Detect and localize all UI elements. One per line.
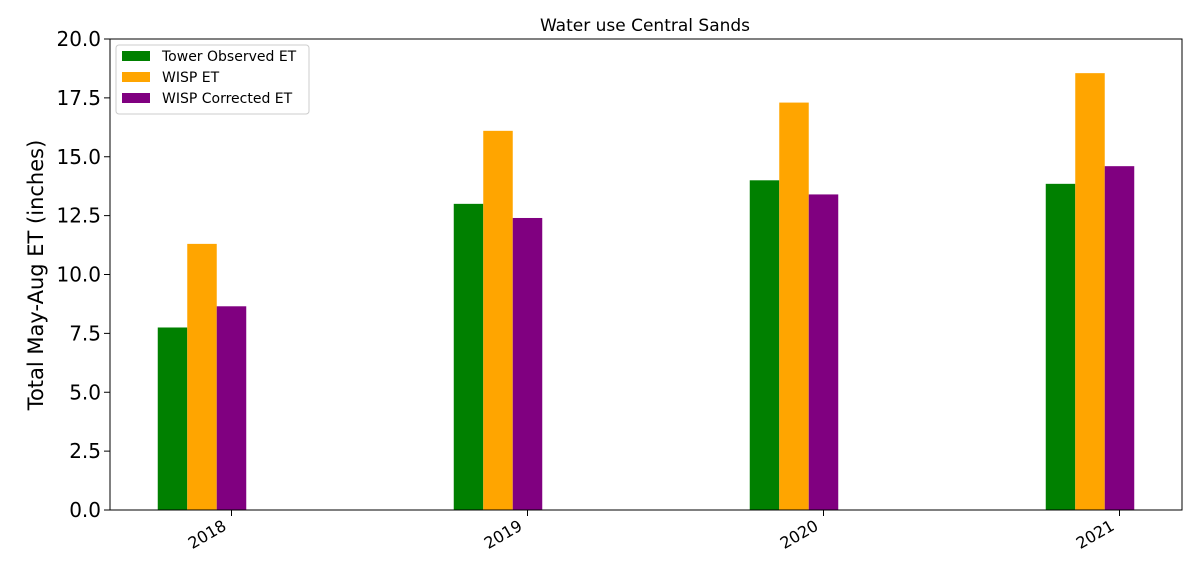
x-tick-label: 2019 <box>481 516 526 553</box>
bar-tower-observed-et-2019 <box>453 203 484 510</box>
y-tick-label: 10.0 <box>56 263 101 287</box>
legend-label: Tower Observed ET <box>161 49 297 65</box>
y-tick-label: 7.5 <box>69 321 101 345</box>
legend-swatch <box>122 93 150 103</box>
legend-swatch <box>122 72 150 82</box>
x-tick-label: 2021 <box>1073 516 1118 553</box>
chart-title: Water use Central Sands <box>540 16 750 36</box>
bar-wisp-et-2019 <box>483 130 513 510</box>
bar-wisp-corrected-et-2021 <box>1104 166 1135 511</box>
bars-group <box>157 73 1135 511</box>
bar-tower-observed-et-2020 <box>749 180 780 511</box>
legend-label: WISP ET <box>162 70 220 86</box>
bar-wisp-corrected-et-2018 <box>216 306 247 510</box>
y-tick-label: 15.0 <box>56 145 101 169</box>
x-axis: 2018 2019 2020 2021 <box>185 510 1120 553</box>
y-tick-label: 0.0 <box>69 498 101 522</box>
plot-frame <box>109 38 1183 511</box>
bar-tower-observed-et-2018 <box>157 327 188 510</box>
y-axis: 0.0 2.5 5.0 7.5 10.0 12.5 15.0 17.5 20.0 <box>56 27 110 522</box>
bar-wisp-corrected-et-2020 <box>808 194 839 510</box>
y-tick-label: 12.5 <box>56 204 101 228</box>
y-tick-label: 5.0 <box>69 380 101 404</box>
bar-wisp-et-2020 <box>779 102 809 510</box>
bar-wisp-et-2018 <box>187 243 217 510</box>
y-tick-label: 2.5 <box>69 439 101 463</box>
bar-wisp-corrected-et-2019 <box>512 217 543 511</box>
y-axis-label: Total May-Aug ET (inches) <box>24 140 48 412</box>
legend: Tower Observed ET WISP ET WISP Corrected E… <box>115 44 310 115</box>
x-tick-label: 2018 <box>185 516 230 553</box>
x-tick-label: 2020 <box>777 516 822 553</box>
legend-label: WISP Corrected ET <box>162 91 293 107</box>
bar-wisp-et-2021 <box>1075 73 1105 511</box>
legend-swatch <box>122 51 150 61</box>
bar-tower-observed-et-2021 <box>1045 183 1076 510</box>
y-tick-label: 17.5 <box>56 86 101 110</box>
legend-box <box>115 44 310 115</box>
y-tick-label: 20.0 <box>56 27 101 51</box>
